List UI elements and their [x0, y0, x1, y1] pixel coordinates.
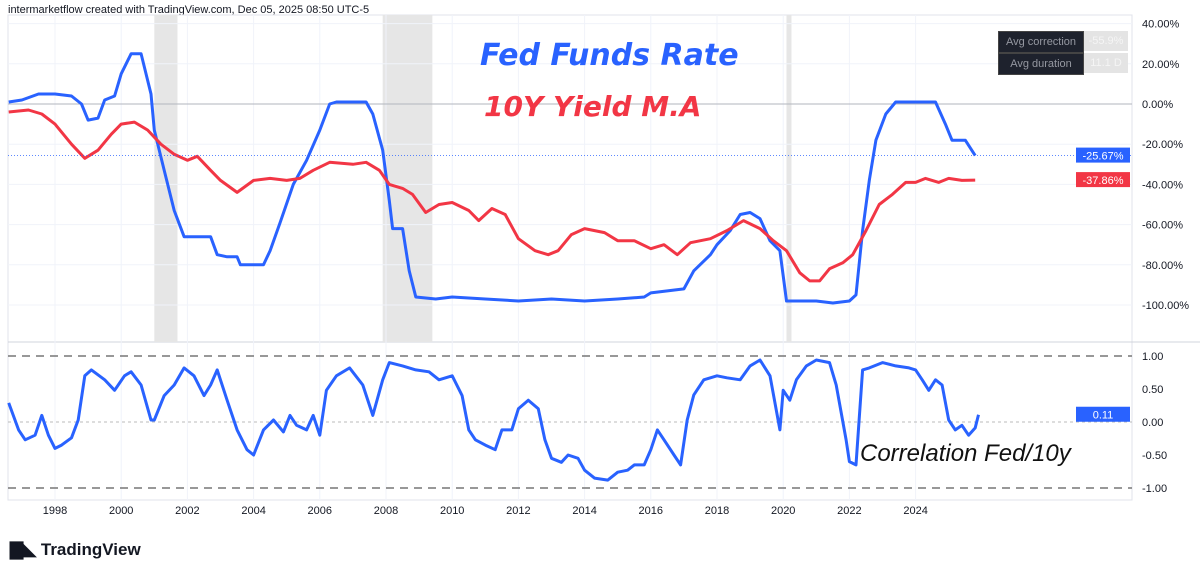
correlation-line [7, 358, 980, 482]
stat-label: Avg correction [998, 31, 1084, 53]
correlation-annotation: Correlation Fed/10y [860, 440, 1071, 467]
y-tick-label: -100.00% [1142, 300, 1189, 312]
y-tick-label: 40.00% [1142, 19, 1180, 31]
x-tick-label: 1998 [43, 505, 67, 517]
x-tick-label: 2010 [440, 505, 464, 517]
stat-value: -55.9% [1084, 31, 1128, 51]
recession-shade [786, 15, 792, 342]
x-tick-label: 2014 [572, 505, 596, 517]
yield-line [8, 108, 976, 283]
y-tick-label: 0.00 [1142, 417, 1163, 429]
x-tick-label: 2002 [175, 505, 199, 517]
y-tick-label: 1.00 [1142, 351, 1163, 363]
fed-last-value-label: -25.67% [1083, 151, 1124, 163]
x-tick-label: 2012 [506, 505, 530, 517]
logo-text: TradingView [40, 540, 141, 559]
x-tick-label: 2020 [771, 505, 795, 517]
y-tick-label: -80.00% [1142, 260, 1183, 272]
x-tick-label: 2018 [705, 505, 729, 517]
y-tick-label: 0.00% [1142, 99, 1173, 111]
stat-value: 11.1 D [1084, 53, 1128, 73]
plot-border [7, 14, 1133, 501]
recession-shade [382, 15, 433, 342]
y-tick-label: -1.00 [1142, 483, 1167, 495]
y-tick-label: -60.00% [1142, 220, 1183, 232]
y-tick-label: 20.00% [1142, 59, 1180, 71]
y-tick-label: -0.50 [1142, 450, 1167, 462]
corr-last-value-label-bg [1076, 406, 1130, 422]
yield-last-value-label: -37.86% [1083, 175, 1124, 187]
x-tick-label: 2004 [241, 505, 265, 517]
stat-label: Avg duration [998, 53, 1084, 75]
fed-last-value-label-bg [1076, 147, 1130, 163]
y-tick-label: 0.50 [1142, 384, 1163, 396]
x-tick-label: 2008 [374, 505, 398, 517]
tv-logo-icon: ▇◣ [10, 540, 41, 559]
y-tick-label: -40.00% [1142, 179, 1183, 191]
yield-last-value-label-bg [1076, 172, 1130, 188]
yield-annotation: 10Y Yield M.A [484, 90, 702, 123]
fed-line [8, 52, 977, 305]
y-tick-label: -20.00% [1142, 139, 1183, 151]
chart-header: intermarketflow created with TradingView… [8, 4, 370, 16]
corr-last-value-label: 0.11 [1093, 410, 1114, 422]
x-tick-label: 2006 [308, 505, 332, 517]
fed-annotation: Fed Funds Rate [480, 38, 739, 73]
x-tick-label: 2022 [837, 505, 861, 517]
x-tick-label: 2000 [109, 505, 133, 517]
tradingview-logo: ▇◣ TradingView [10, 540, 141, 560]
x-tick-label: 2024 [903, 505, 927, 517]
x-tick-label: 2016 [639, 505, 663, 517]
